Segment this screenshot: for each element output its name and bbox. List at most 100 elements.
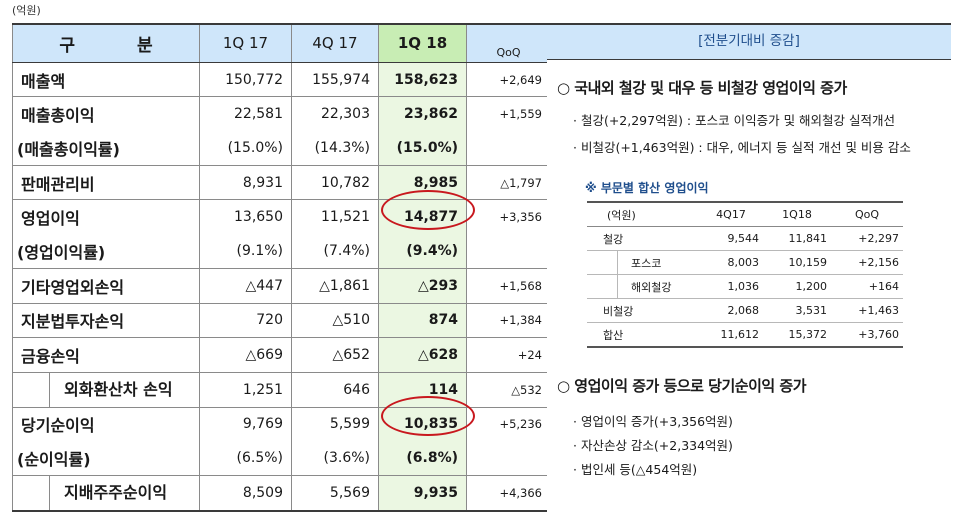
cell-4q17: 11,521 [291,199,379,235]
cell-1q18: 23,862 [378,96,467,132]
cell-1q18: △293 [378,268,467,304]
cell-1q18: (6.8%) [378,441,467,476]
row-label: 판매관리비 [12,165,200,201]
segment-note: ※ 부문별 합산 영업이익 [585,181,709,195]
row-label: (순이익률) [12,441,200,476]
section2-bullet: · 법인세 등(△454억원) [573,462,698,477]
segment-label: 합산 [587,322,699,348]
table-row: 판매관리비 8,931 10,782 8,985 △1,797 [12,165,551,201]
cell-1q17: 22,581 [199,96,292,132]
cell-1q18: △628 [378,337,467,373]
cell-1q17: 8,509 [199,475,292,512]
segment-qoq: +1,463 [831,298,903,323]
table-row: 매출액 150,772 155,974 158,623 +2,649 [12,62,551,98]
table-row: (영업이익률) (9.1%) (7.4%) (9.4%) [12,234,551,269]
section2-bullet: · 영업이익 증가(+3,356억원) [573,414,733,429]
cell-4q17: (14.3%) [291,131,379,166]
segment-4q17: 2,068 [699,298,763,323]
cell-1q18: 874 [378,303,467,339]
table-row: (매출총이익률) (15.0%) (14.3%) (15.0%) [12,131,551,166]
cell-4q17: 155,974 [291,62,379,98]
cell-1q18: 158,623 [378,62,467,98]
row-label: 매출액 [12,62,200,98]
cell-4q17: 5,569 [291,475,379,512]
segment-header-row: (억원) 4Q17 1Q18 QoQ [587,201,903,227]
segment-header-qoq: QoQ [831,201,903,227]
row-label: 외화환산차 손익 [12,372,200,408]
segment-label: 비철강 [587,298,699,323]
segment-4q17: 11,612 [699,322,763,348]
cell-4q17: △652 [291,337,379,373]
row-label-text: 외화환산차 손익 [49,372,191,407]
row-label: 지분법투자손익 [12,303,200,339]
row-label: 당기순이익 [12,407,200,442]
segment-qoq: +2,156 [831,250,903,275]
segment-label: 철강 [587,226,699,251]
table-row: 지분법투자손익 720 △510 874 +1,384 [12,303,551,339]
cell-1q18: 9,935 [378,475,467,512]
section1-bullet: · 철강(+2,297억원) : 포스코 이익증가 및 해외철강 실적개선 [573,113,896,128]
segment-row: 포스코 8,003 10,159 +2,156 [587,250,903,275]
row-label: 기타영업외손익 [12,268,200,304]
cell-4q17: △510 [291,303,379,339]
segment-1q18: 3,531 [763,298,831,323]
cell-qoq [466,441,551,476]
cell-1q17: 150,772 [199,62,292,98]
header-4q17: 4Q 17 [291,22,379,63]
header-1q17: 1Q 17 [199,22,292,63]
cell-4q17: 646 [291,372,379,408]
table-row: 외화환산차 손익 1,251 646 114 △532 [12,372,551,408]
segment-4q17: 8,003 [699,250,763,275]
cell-qoq [466,234,551,269]
segment-label: 포스코 [587,250,699,275]
net-profit-highlight-circle [381,396,475,436]
segment-1q18: 15,372 [763,322,831,348]
cell-1q17: 720 [199,303,292,339]
row-label: 금융손익 [12,337,200,373]
segment-qoq: +2,297 [831,226,903,251]
cell-1q17: 9,769 [199,407,292,442]
header-category: 구 분 [12,22,200,63]
cell-4q17: 5,599 [291,407,379,442]
table-row: 매출총이익 22,581 22,303 23,862 +1,559 [12,96,551,132]
cell-qoq: +5,236 [466,407,551,442]
table-row: 지배주주순이익 8,509 5,569 9,935 +4,366 [12,475,551,512]
cell-qoq: +2,649 [466,62,551,98]
cell-1q17: (9.1%) [199,234,292,269]
cell-qoq: +1,384 [466,303,551,339]
segment-1q18: 10,159 [763,250,831,275]
segment-qoq: +3,760 [831,322,903,348]
cell-4q17: (3.6%) [291,441,379,476]
cell-1q18: 8,985 [378,165,467,201]
cell-4q17: (7.4%) [291,234,379,269]
panel-header: [전분기대비 증감] [547,23,951,60]
table-header-row: 구 분 1Q 17 4Q 17 1Q 18 QoQ [12,22,551,63]
cell-qoq: +3,356 [466,199,551,235]
segment-4q17: 9,544 [699,226,763,251]
cell-1q17: (6.5%) [199,441,292,476]
segment-header-1q18: 1Q18 [763,201,831,227]
segment-row: 비철강 2,068 3,531 +1,463 [587,298,903,323]
row-label: (영업이익률) [12,234,200,269]
row-label: 매출총이익 [12,96,200,132]
segment-row: 해외철강 1,036 1,200 +164 [587,274,903,299]
cell-1q17: 1,251 [199,372,292,408]
header-qoq: QoQ [466,22,551,63]
table-row: (순이익률) (6.5%) (3.6%) (6.8%) [12,441,551,476]
row-label: 지배주주순이익 [12,475,200,512]
section1-bullet: · 비철강(+1,463억원) : 대우, 에너지 등 실적 개선 및 비용 감… [573,140,911,155]
unit-label: (억원) [12,4,41,17]
segment-label: 해외철강 [587,274,699,299]
section2-title: ○ 영업이익 증가 등으로 당기순이익 증가 [557,377,807,395]
cell-qoq [466,131,551,166]
cell-1q18: (15.0%) [378,131,467,166]
cell-4q17: 10,782 [291,165,379,201]
segment-row: 철강 9,544 11,841 +2,297 [587,226,903,251]
cell-4q17: △1,861 [291,268,379,304]
segment-row: 합산 11,612 15,372 +3,760 [587,322,903,348]
table-row: 기타영업외손익 △447 △1,861 △293 +1,568 [12,268,551,304]
operating-profit-highlight-circle [381,190,475,230]
cell-1q17: (15.0%) [199,131,292,166]
cell-1q18: (9.4%) [378,234,467,269]
table-row: 금융손익 △669 △652 △628 +24 [12,337,551,373]
